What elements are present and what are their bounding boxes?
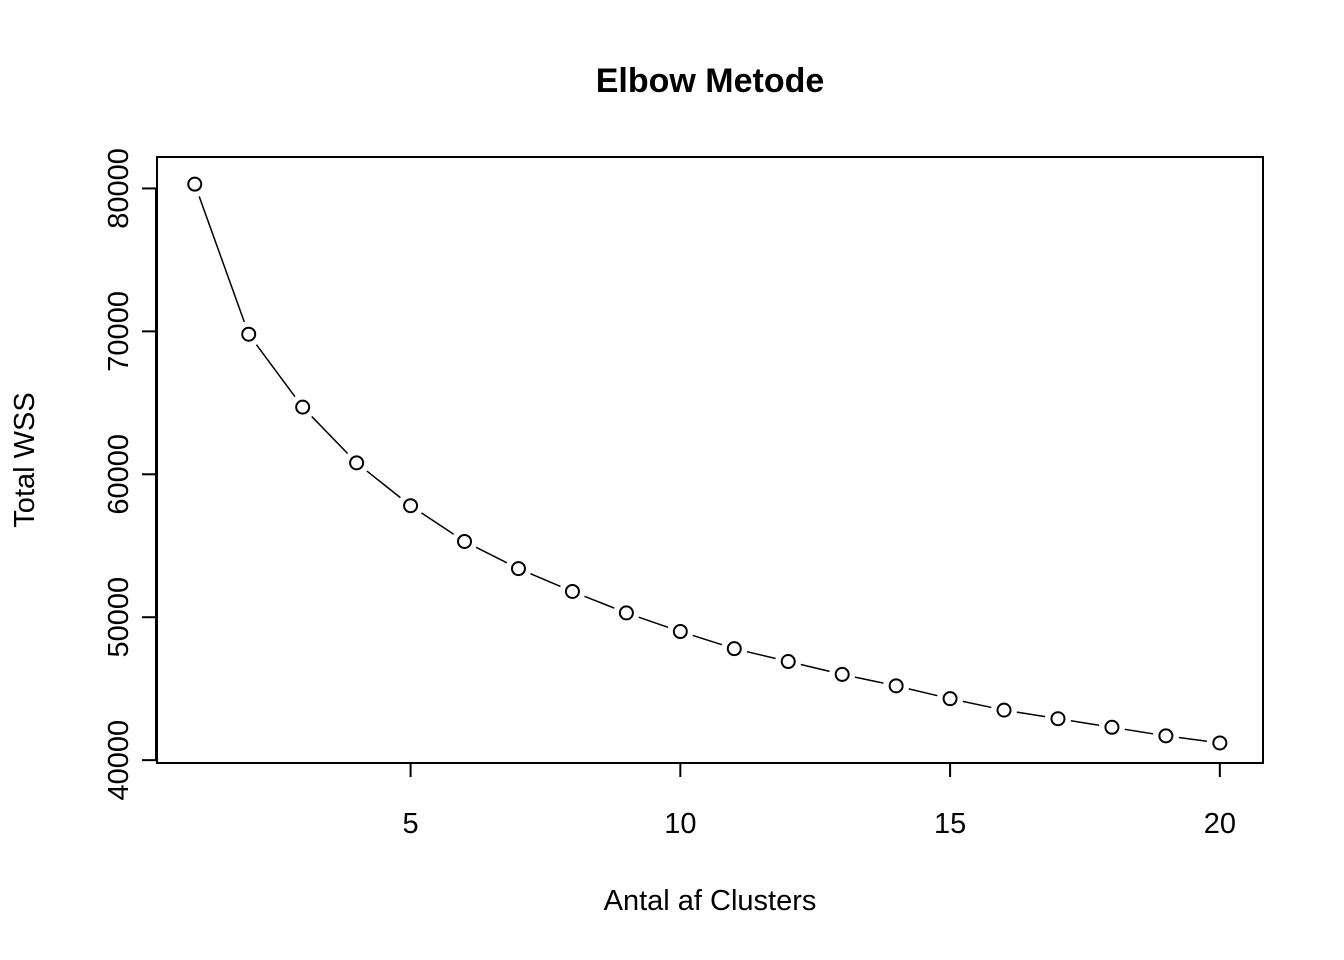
data-point — [996, 702, 1012, 718]
y-tick-label: 70000 — [103, 291, 135, 372]
x-axis: 5 10 15 20 — [403, 762, 1236, 840]
series-segment — [854, 676, 884, 684]
y-axis-label: Total WSS — [9, 392, 41, 527]
data-point — [888, 678, 904, 694]
series-segment — [255, 344, 296, 398]
data-point — [241, 326, 257, 342]
data-point — [726, 641, 742, 657]
y-tick-label: 80000 — [103, 148, 135, 229]
x-tick-label: 5 — [403, 808, 419, 840]
series-segment — [311, 415, 349, 455]
series-segment — [584, 595, 615, 609]
series-segment — [366, 470, 401, 499]
series-segment — [530, 573, 561, 588]
x-tick-label: 20 — [1204, 808, 1236, 840]
series-segment — [1124, 728, 1154, 735]
series-segment — [198, 196, 246, 323]
data-point — [1050, 711, 1066, 727]
data-point — [457, 533, 473, 549]
x-tick-label: 10 — [664, 808, 696, 840]
series-segment — [420, 512, 455, 535]
data-point — [187, 176, 203, 192]
series-points — [187, 176, 1228, 751]
series-segment — [746, 650, 776, 660]
data-point — [1212, 735, 1228, 751]
data-point — [349, 455, 365, 471]
series-segment — [1016, 711, 1046, 718]
series-segment — [962, 700, 992, 709]
series-segment — [1070, 719, 1100, 726]
data-point — [564, 583, 580, 599]
series-segment — [692, 634, 723, 646]
data-point — [295, 399, 311, 415]
x-tick-label: 15 — [934, 808, 966, 840]
series-segment — [800, 663, 830, 673]
series-segment — [475, 546, 508, 564]
data-point — [780, 654, 796, 670]
series-segment — [908, 688, 938, 697]
chart-title: Elbow Metode — [596, 62, 825, 100]
y-tick-label: 60000 — [103, 434, 135, 515]
series-line — [198, 196, 1208, 743]
plot-frame — [156, 156, 1264, 764]
y-tick-label: 40000 — [103, 720, 135, 801]
data-point — [1158, 728, 1174, 744]
data-point — [672, 624, 688, 640]
y-axis: 40000 50000 60000 70000 80000 — [103, 148, 157, 801]
data-point — [942, 691, 958, 707]
series-segment — [638, 616, 669, 628]
data-point — [1104, 719, 1120, 735]
series-segment — [1178, 736, 1208, 743]
data-point — [618, 605, 634, 621]
x-axis-label: Antal af Clusters — [604, 885, 817, 917]
y-tick-label: 50000 — [103, 577, 135, 658]
data-point — [403, 498, 419, 514]
data-point — [834, 666, 850, 682]
data-point — [510, 561, 526, 577]
